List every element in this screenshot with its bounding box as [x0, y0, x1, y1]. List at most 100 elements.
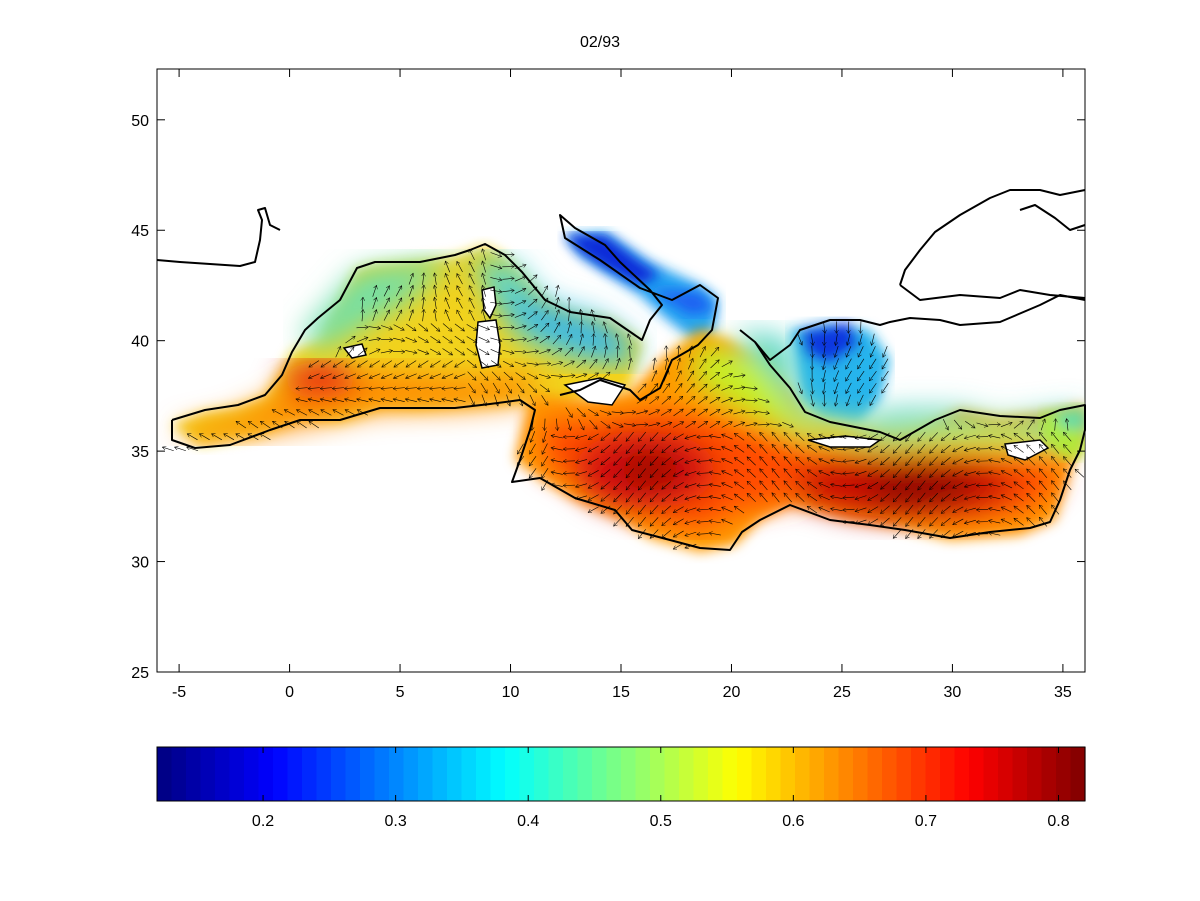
colorbar-cell [882, 747, 898, 801]
current-arrow [870, 346, 876, 357]
current-arrow [527, 299, 537, 308]
current-arrow [953, 506, 964, 513]
current-arrow [601, 457, 611, 465]
current-arrow [1014, 470, 1024, 478]
current-arrow [893, 505, 902, 514]
north-coast-west [171, 214, 719, 421]
current-arrow [855, 507, 867, 512]
plot-title: 02/93 [579, 34, 621, 51]
current-arrow [722, 507, 733, 513]
current-arrow [855, 446, 867, 451]
current-arrow [579, 334, 583, 346]
current-arrow [807, 506, 818, 514]
current-arrow [697, 421, 708, 429]
current-arrow [1051, 444, 1060, 454]
atlantic-iberia-coast [156, 207, 281, 267]
current-arrow [989, 472, 1001, 475]
current-arrow [434, 297, 436, 310]
current-arrow [469, 249, 475, 261]
current-arrow [423, 273, 424, 285]
current-arrow [697, 473, 709, 474]
colorbar-cell [360, 747, 376, 801]
current-arrow [745, 423, 758, 427]
current-arrow [709, 385, 720, 392]
current-arrow [697, 409, 708, 417]
current-arrow [685, 434, 697, 439]
current-arrow [551, 484, 563, 486]
current-arrow [673, 422, 683, 428]
current-arrow [685, 409, 696, 417]
colorbar-cell [1041, 747, 1057, 801]
colorbar-cell [998, 747, 1014, 801]
current-arrow [796, 469, 805, 478]
current-arrow [502, 315, 514, 316]
current-arrow [614, 432, 623, 441]
current-arrow [482, 310, 487, 322]
current-arrow [685, 458, 697, 463]
current-arrow [1001, 446, 1013, 452]
colorbar-cell [664, 747, 680, 801]
current-arrow [638, 431, 646, 441]
current-arrow [514, 301, 526, 306]
current-arrow [1001, 483, 1013, 489]
current-arrow [843, 497, 855, 498]
current-arrow [868, 518, 879, 526]
current-arrow [953, 433, 964, 440]
current-arrow [649, 397, 659, 405]
current-arrow [685, 519, 697, 524]
current-arrow [272, 421, 283, 429]
current-arrow [272, 410, 283, 416]
current-arrow [260, 421, 271, 429]
current-arrow [434, 285, 436, 297]
current-arrow [623, 412, 636, 413]
current-arrow [469, 261, 475, 273]
current-arrow [406, 360, 417, 367]
current-arrow [442, 360, 453, 367]
current-arrow [1063, 481, 1072, 491]
current-arrow [630, 346, 631, 358]
current-arrow [616, 334, 620, 346]
current-arrow [406, 373, 417, 379]
current-arrow [721, 386, 733, 391]
current-arrow [662, 456, 672, 465]
current-arrow [831, 496, 843, 498]
current-arrow [697, 436, 709, 437]
colorbar-cell [809, 747, 825, 801]
current-arrow [1039, 444, 1048, 454]
current-arrow [381, 388, 393, 389]
current-arrow [662, 517, 672, 526]
current-arrow [383, 310, 389, 321]
current-arrow [868, 457, 879, 465]
current-arrow [490, 326, 502, 328]
current-arrow [812, 382, 813, 394]
current-arrow [843, 461, 855, 462]
current-arrow [797, 382, 802, 394]
current-arrow [685, 543, 697, 548]
current-arrow [514, 288, 526, 294]
current-arrow [734, 494, 745, 502]
current-arrow [722, 459, 733, 464]
corsica-island [481, 286, 497, 320]
current-arrow [880, 481, 890, 489]
current-arrow [567, 322, 571, 334]
current-arrow [454, 388, 466, 389]
current-arrow [823, 370, 826, 382]
current-arrow [662, 505, 672, 514]
current-arrow [588, 433, 599, 440]
current-arrow [589, 419, 598, 429]
current-arrow [1014, 445, 1024, 453]
current-arrow [481, 394, 486, 406]
current-arrow [688, 346, 692, 358]
colorbar-cell [563, 747, 579, 801]
current-arrow [685, 471, 697, 475]
current-arrow [1014, 506, 1024, 514]
colorbar-cell [838, 747, 854, 801]
current-arrow [868, 445, 879, 453]
current-arrow [819, 447, 830, 452]
current-arrow [662, 444, 672, 453]
current-arrow [626, 468, 634, 478]
current-arrow [722, 434, 733, 440]
current-arrow [551, 472, 563, 474]
current-arrow [930, 444, 938, 454]
current-arrow [478, 348, 489, 355]
